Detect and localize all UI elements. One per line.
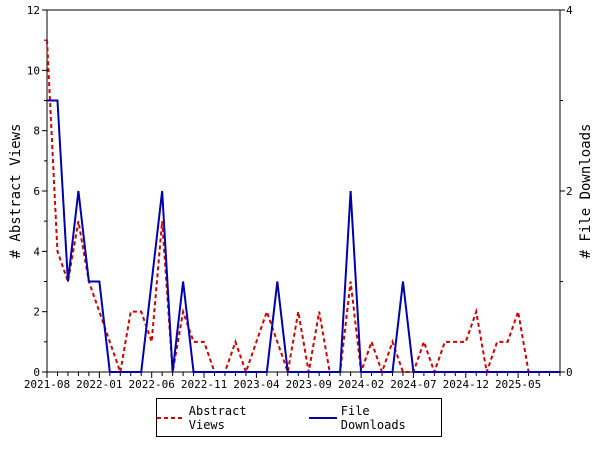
legend-swatch-file-downloads [309,416,337,419]
x-tick-label: 2025-05 [495,378,541,391]
legend-swatch-abstract-views [157,416,185,419]
y-left-tick-label: 0 [33,366,40,379]
series-line-file-downloads [47,99,560,373]
legend: Abstract Views File Downloads [156,398,442,437]
x-tick-label: 2023-04 [233,378,280,391]
plot-area [46,9,561,373]
x-tick-label: 2023-09 [286,378,332,391]
y-left-tick-label: 6 [33,185,40,198]
y-right-tick-label: 0 [566,366,573,379]
x-tick-label: 2024-12 [443,378,489,391]
x-tick-label: 2021-08 [24,378,70,391]
y-left-tick-label: 10 [27,64,40,77]
chart: 0 2 4 6 8 10 12 0 2 4 2021-08 2022-01 2022-06 2022-… [8,4,594,391]
legend-label-file-downloads: File Downloads [340,403,406,432]
x-tick-label: 2022-11 [181,378,227,391]
x-tick-label: 2022-01 [76,378,122,391]
y-left-tick-label: 2 [33,306,40,319]
y-left-tick-label: 4 [33,245,40,258]
x-tick-label: 2024-07 [390,378,436,391]
y-left-tick-label: 12 [27,4,40,17]
y-right-axis-label: # File Downloads [578,124,594,259]
x-tick-label: 2024-02 [338,378,384,391]
x-tick-label: 2022-06 [129,378,175,391]
legend-item-abstract-views: Abstract Views [157,404,289,432]
series-line-abstract-views [46,40,560,376]
legend-item-file-downloads: File Downloads [309,404,441,432]
y-left-tick-label: 8 [33,125,40,138]
y-right-tick-label: 4 [566,4,573,17]
y-right-tick-label: 2 [566,185,573,198]
y-left-axis-label: # Abstract Views [8,124,24,259]
legend-label-abstract-views: Abstract Views [188,403,247,432]
